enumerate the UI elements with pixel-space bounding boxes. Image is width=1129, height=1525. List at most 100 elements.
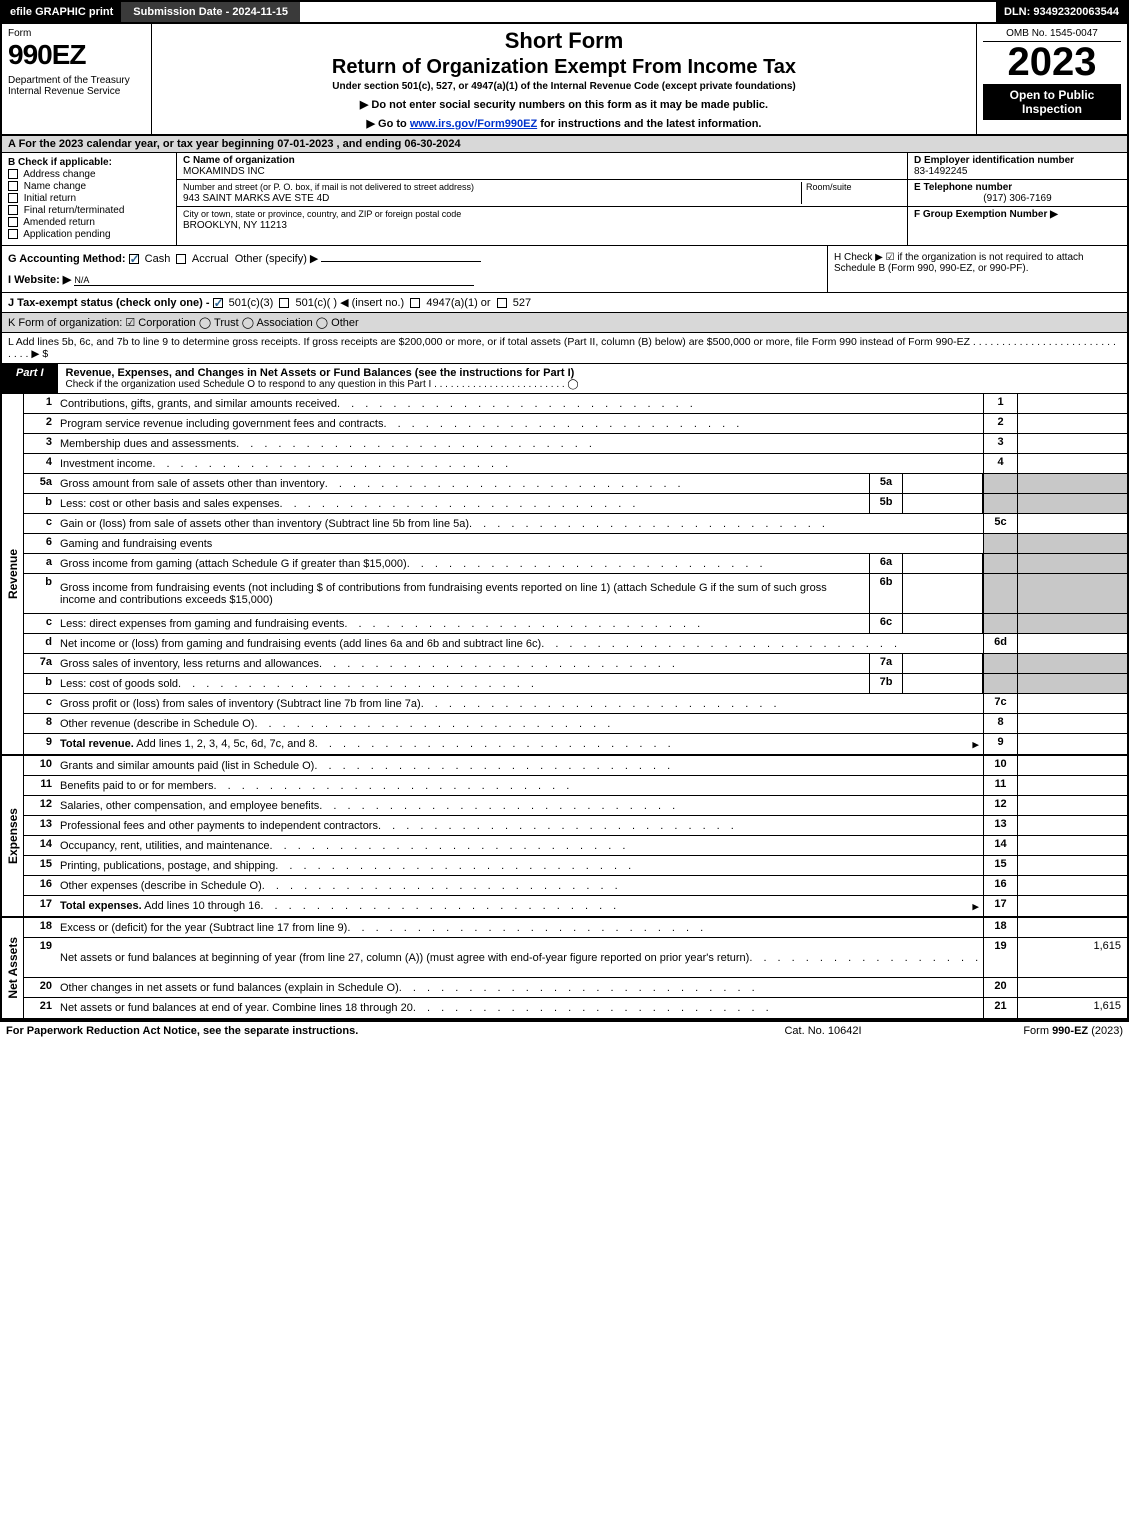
line-desc: Excess or (deficit) for the year (Subtra… (56, 918, 983, 937)
netassets-section: Net Assets 18Excess or (deficit) for the… (0, 918, 1129, 1020)
line-number: 15 (24, 856, 56, 875)
right-val (1017, 574, 1127, 613)
part-i-title-text: Revenue, Expenses, and Changes in Net As… (66, 367, 575, 379)
right-val: 1,615 (1017, 998, 1127, 1018)
right-num: 4 (983, 454, 1017, 473)
phone: (917) 306-7169 (914, 193, 1121, 204)
b-item-label: Name change (24, 181, 86, 192)
table-row: bGross income from fundraising events (n… (24, 574, 1127, 614)
line-text: Investment income (60, 458, 152, 470)
line-number: c (24, 694, 56, 713)
dots: . . . . . . . . . . . . . . . . . . . . … (421, 698, 979, 710)
right-num: 12 (983, 796, 1017, 815)
dots: . . . . . . . . . . . . . . . . . . . . … (262, 880, 979, 892)
b-check-item: Amended return (8, 217, 170, 228)
form-ref-num: 990-EZ (1052, 1025, 1088, 1037)
right-val (1017, 714, 1127, 733)
line-text: Professional fees and other payments to … (60, 820, 378, 832)
b-item-label: Final return/terminated (24, 205, 125, 216)
right-val (1017, 534, 1127, 553)
goto-link[interactable]: www.irs.gov/Form990EZ (410, 118, 537, 130)
table-row: bLess: cost of goods sold . . . . . . . … (24, 674, 1127, 694)
line-number: 5a (24, 474, 56, 493)
form-ref-pre: Form (1023, 1025, 1052, 1037)
right-num: 6d (983, 634, 1017, 653)
line-number: 17 (24, 896, 56, 916)
j-label: J Tax-exempt status (check only one) - (8, 297, 210, 309)
line-text: Membership dues and assessments (60, 438, 236, 450)
line-number: 4 (24, 454, 56, 473)
checkbox-icon[interactable] (8, 169, 18, 179)
accrual-checkbox[interactable] (176, 254, 186, 264)
j-4947-checkbox[interactable] (410, 298, 420, 308)
other-input[interactable] (321, 261, 481, 262)
arrow-icon: ▶ (972, 900, 979, 913)
part-i-title: Revenue, Expenses, and Changes in Net As… (58, 364, 1127, 393)
subline-num: 6b (869, 574, 903, 613)
netassets-vlabel: Net Assets (2, 918, 24, 1018)
efile-label[interactable]: efile GRAPHIC print (2, 2, 121, 22)
g-label: G Accounting Method: (8, 253, 126, 265)
dots: . . . . . . . . . . . . . . . . . . . . … (541, 638, 979, 650)
form-header: Form 990EZ Department of the Treasury In… (0, 24, 1129, 136)
right-val (1017, 414, 1127, 433)
right-num: 14 (983, 836, 1017, 855)
checkbox-icon[interactable] (8, 217, 18, 227)
section-gh: G Accounting Method: Cash Accrual Other … (0, 246, 1129, 293)
line-desc: Total revenue. Add lines 1, 2, 3, 4, 5c,… (56, 734, 983, 754)
line-text: Contributions, gifts, grants, and simila… (60, 398, 337, 410)
line-text: Less: direct expenses from gaming and fu… (60, 618, 344, 630)
dots: . . . . . . . . . . . . . . . . . . . . … (407, 558, 865, 570)
line-text: Gross sales of inventory, less returns a… (60, 658, 319, 670)
table-row: 19Net assets or fund balances at beginni… (24, 938, 1127, 978)
dots: . . . . . . . . . . . . . . . . . . . . … (254, 718, 979, 730)
line-text: Program service revenue including govern… (60, 418, 383, 430)
checkbox-icon[interactable] (8, 229, 18, 239)
right-val (1017, 978, 1127, 997)
line-desc: Other changes in net assets or fund bala… (56, 978, 983, 997)
line-number: 8 (24, 714, 56, 733)
cash-checkbox[interactable] (129, 254, 139, 264)
line-text: Salaries, other compensation, and employ… (60, 800, 319, 812)
line-number: c (24, 614, 56, 633)
table-row: 5aGross amount from sale of assets other… (24, 474, 1127, 494)
checkbox-icon[interactable] (8, 181, 18, 191)
b-check-item: Address change (8, 169, 170, 180)
checkbox-icon[interactable] (8, 193, 18, 203)
section-l: L Add lines 5b, 6c, and 7b to line 9 to … (0, 333, 1129, 364)
j-527-checkbox[interactable] (497, 298, 507, 308)
right-val (1017, 836, 1127, 855)
table-row: 7aGross sales of inventory, less returns… (24, 654, 1127, 674)
header-right: OMB No. 1545-0047 2023 Open to Public In… (977, 24, 1127, 134)
part-i-header: Part I Revenue, Expenses, and Changes in… (0, 364, 1129, 394)
room-label: Room/suite (806, 182, 852, 192)
dots: . . . . . . . . . . . . . . . . . . . . … (337, 398, 979, 410)
j-501c3-checkbox[interactable] (213, 298, 223, 308)
right-val (1017, 614, 1127, 633)
checkbox-icon[interactable] (8, 205, 18, 215)
line-number: c (24, 514, 56, 533)
form-ref: Form 990-EZ (2023) (923, 1025, 1123, 1037)
line-desc: Membership dues and assessments . . . . … (56, 434, 983, 453)
subline-val (903, 474, 983, 493)
topbar-spacer (300, 2, 996, 22)
line-text: Other expenses (describe in Schedule O) (60, 880, 262, 892)
right-val (1017, 554, 1127, 573)
line-text: Total revenue. Add lines 1, 2, 3, 4, 5c,… (60, 738, 315, 750)
right-num (983, 654, 1017, 673)
line-number: 11 (24, 776, 56, 795)
section-k: K Form of organization: ☑ Corporation ◯ … (0, 313, 1129, 333)
table-row: 9Total revenue. Add lines 1, 2, 3, 4, 5c… (24, 734, 1127, 754)
j-501c-checkbox[interactable] (279, 298, 289, 308)
table-row: 21Net assets or fund balances at end of … (24, 998, 1127, 1018)
line-text: Other revenue (describe in Schedule O) (60, 718, 254, 730)
line-number: b (24, 494, 56, 513)
right-num (983, 674, 1017, 693)
j-4947: 4947(a)(1) or (426, 297, 490, 309)
d-label: D Employer identification number (914, 155, 1074, 166)
right-num: 5c (983, 514, 1017, 533)
b-item-label: Address change (23, 169, 95, 180)
line-desc: Grants and similar amounts paid (list in… (56, 756, 983, 775)
section-g: G Accounting Method: Cash Accrual Other … (2, 246, 827, 292)
right-num: 11 (983, 776, 1017, 795)
